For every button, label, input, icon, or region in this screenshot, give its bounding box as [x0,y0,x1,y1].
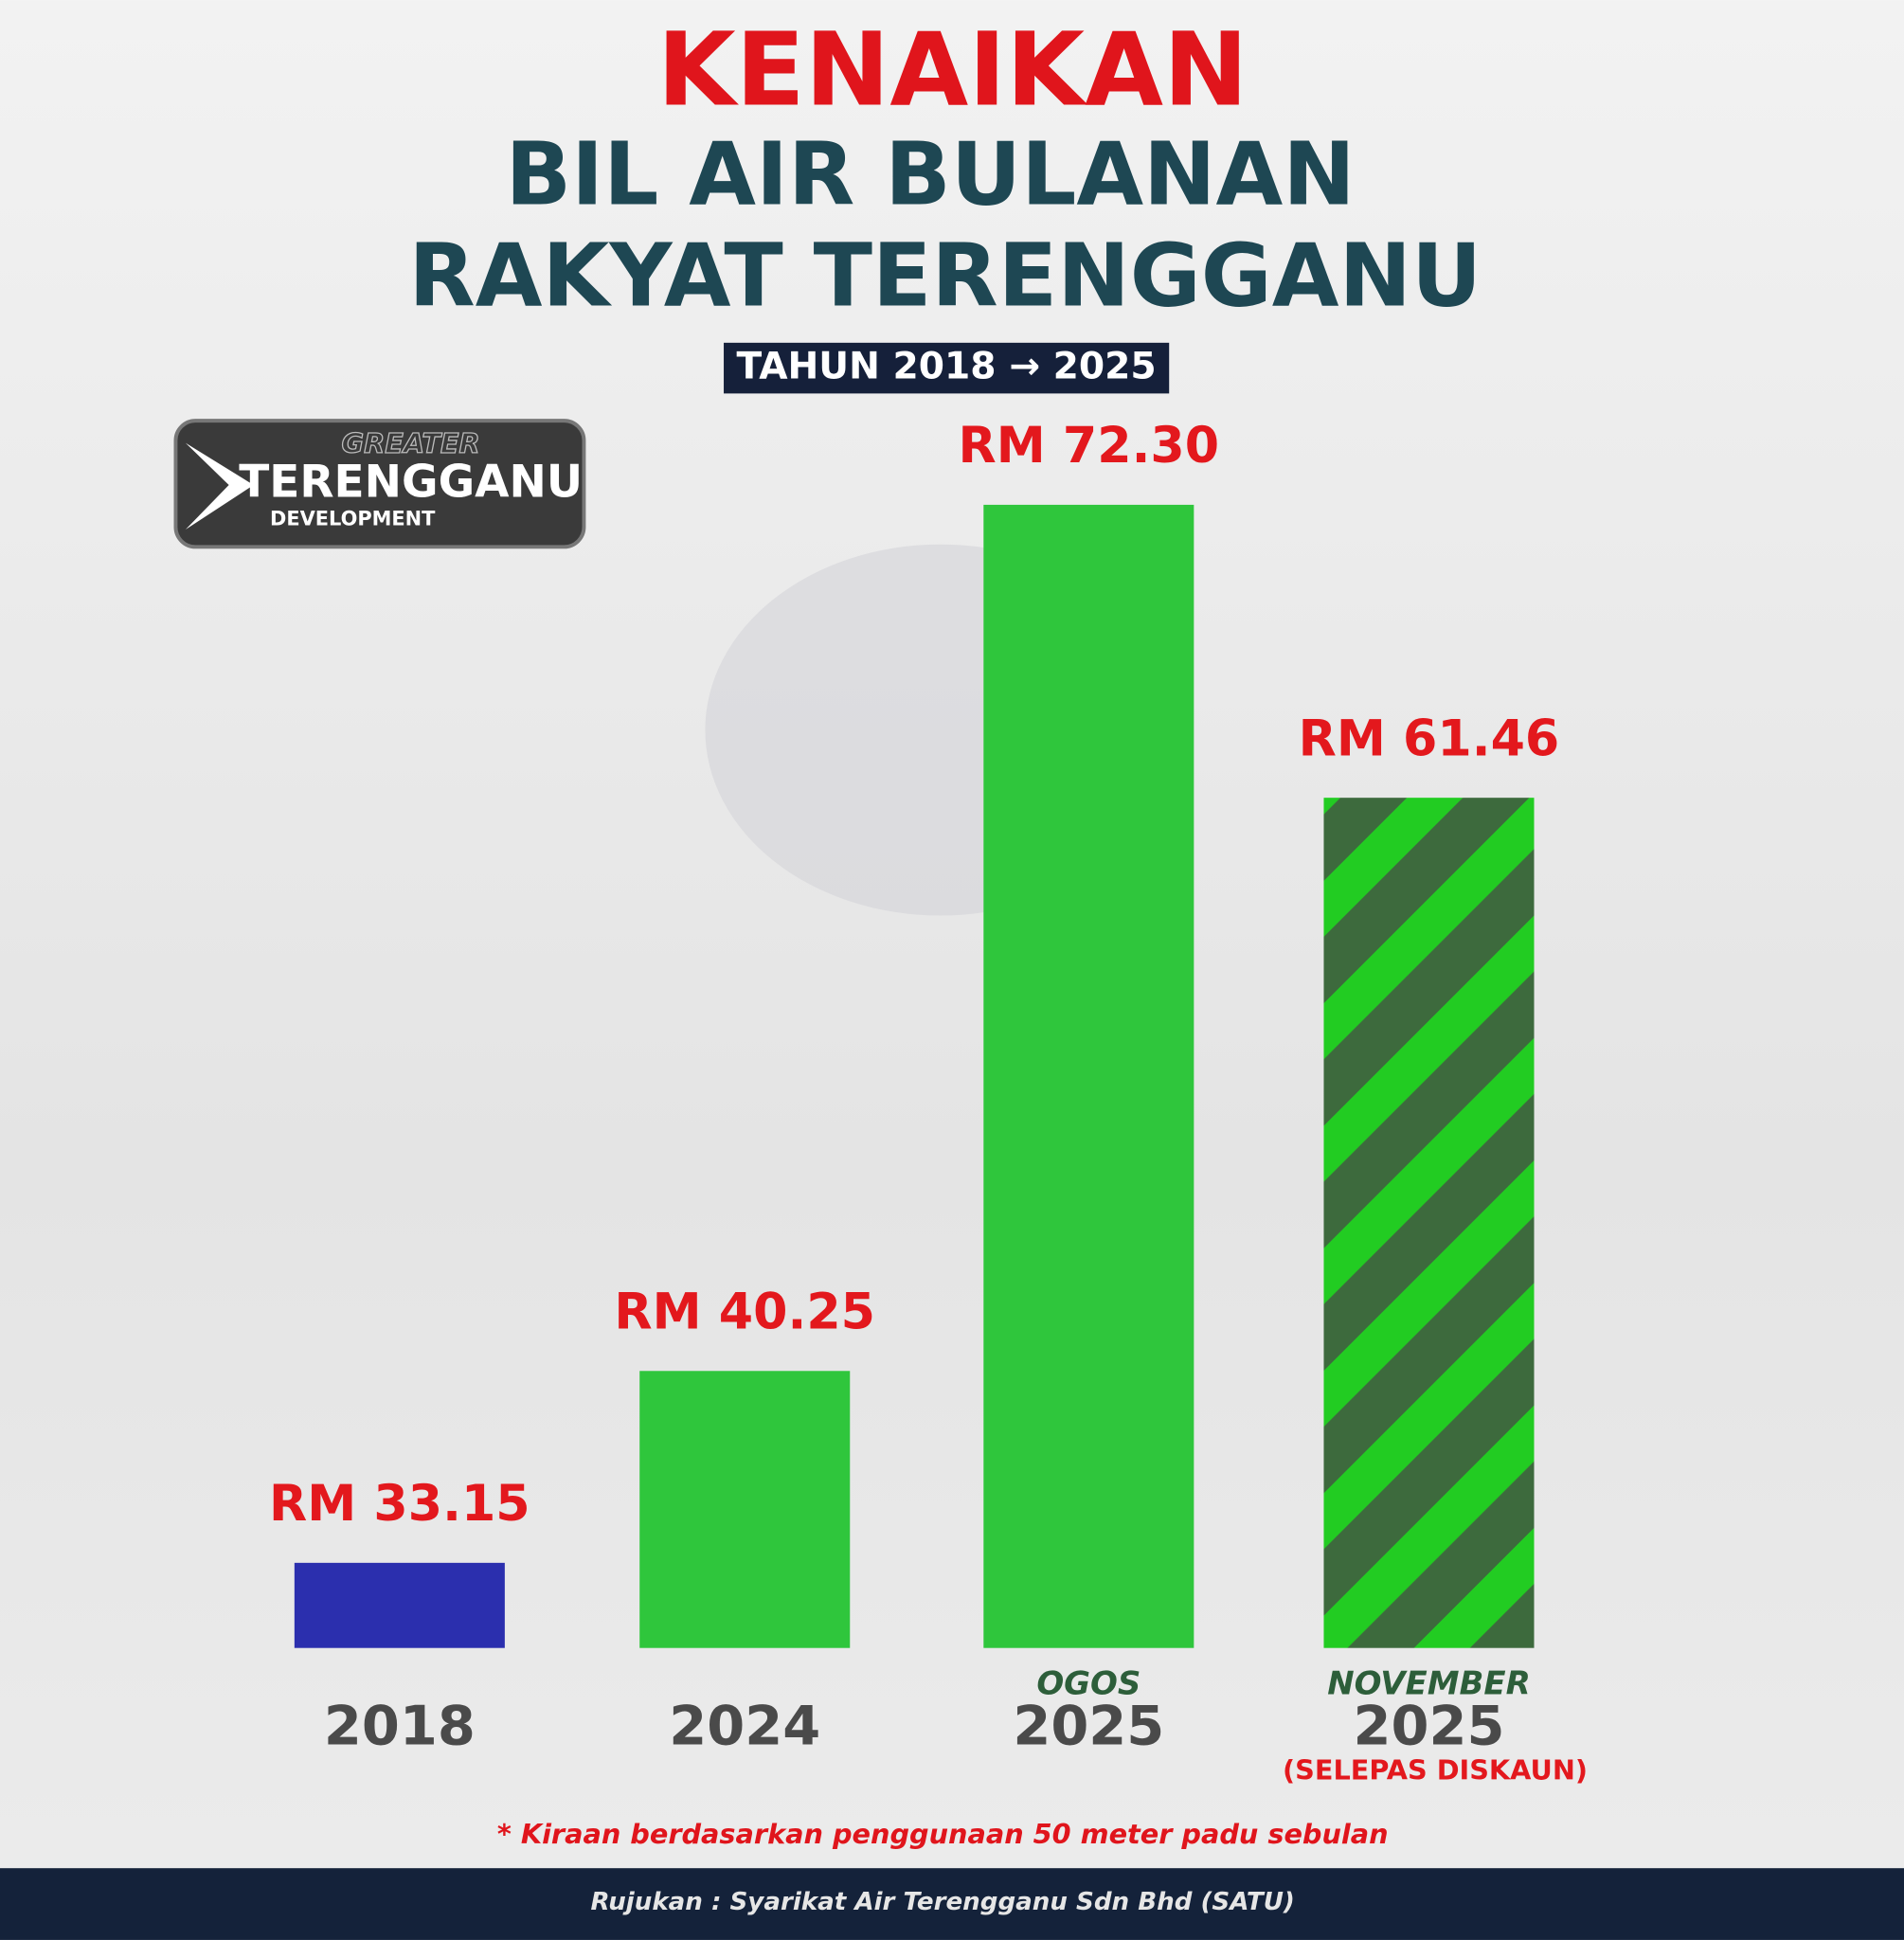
logo-icon [185,442,254,530]
source: Rujukan : Syarikat Air Terengganu Sdn Bh… [591,1888,1295,1916]
value-label: RM 40.25 [614,1284,875,1341]
title: KENAIKAN [657,11,1248,129]
bar [294,1562,505,1648]
bar [1323,798,1535,1648]
logo [173,419,586,549]
logo-bottom: DEVELOPMENT [270,508,436,530]
logo-main: TERENGGANU [239,457,583,509]
badge-text: TAHUN 2018 → 2025 [737,346,1157,388]
logo-top: GREATER [342,427,480,459]
value-label: RM 33.15 [269,1476,530,1533]
badge [724,342,1170,394]
x-tick-label: 2025 [1013,1695,1164,1758]
value-label: RM 61.46 [1299,710,1560,767]
category-top: NOVEMBER [1327,1664,1530,1702]
x-tick-label: 2025 [1354,1695,1505,1758]
category-note: (SELEPAS DISKAUN) [1283,1753,1588,1786]
footer [0,1868,1904,1940]
subtitle: BIL AIR BULANAN [505,124,1355,225]
bar [983,504,1194,1648]
category-top: OGOS [1036,1664,1141,1702]
x-tick-label: 2018 [324,1695,476,1758]
footnote: * Kiraan berdasarkan penggunaan 50 meter… [497,1818,1389,1850]
x-tick-label: 2024 [669,1695,820,1758]
subtitle: RAKYAT TERENGGANU [408,225,1482,327]
value-label: RM 72.30 [959,418,1220,475]
bar [639,1371,851,1648]
